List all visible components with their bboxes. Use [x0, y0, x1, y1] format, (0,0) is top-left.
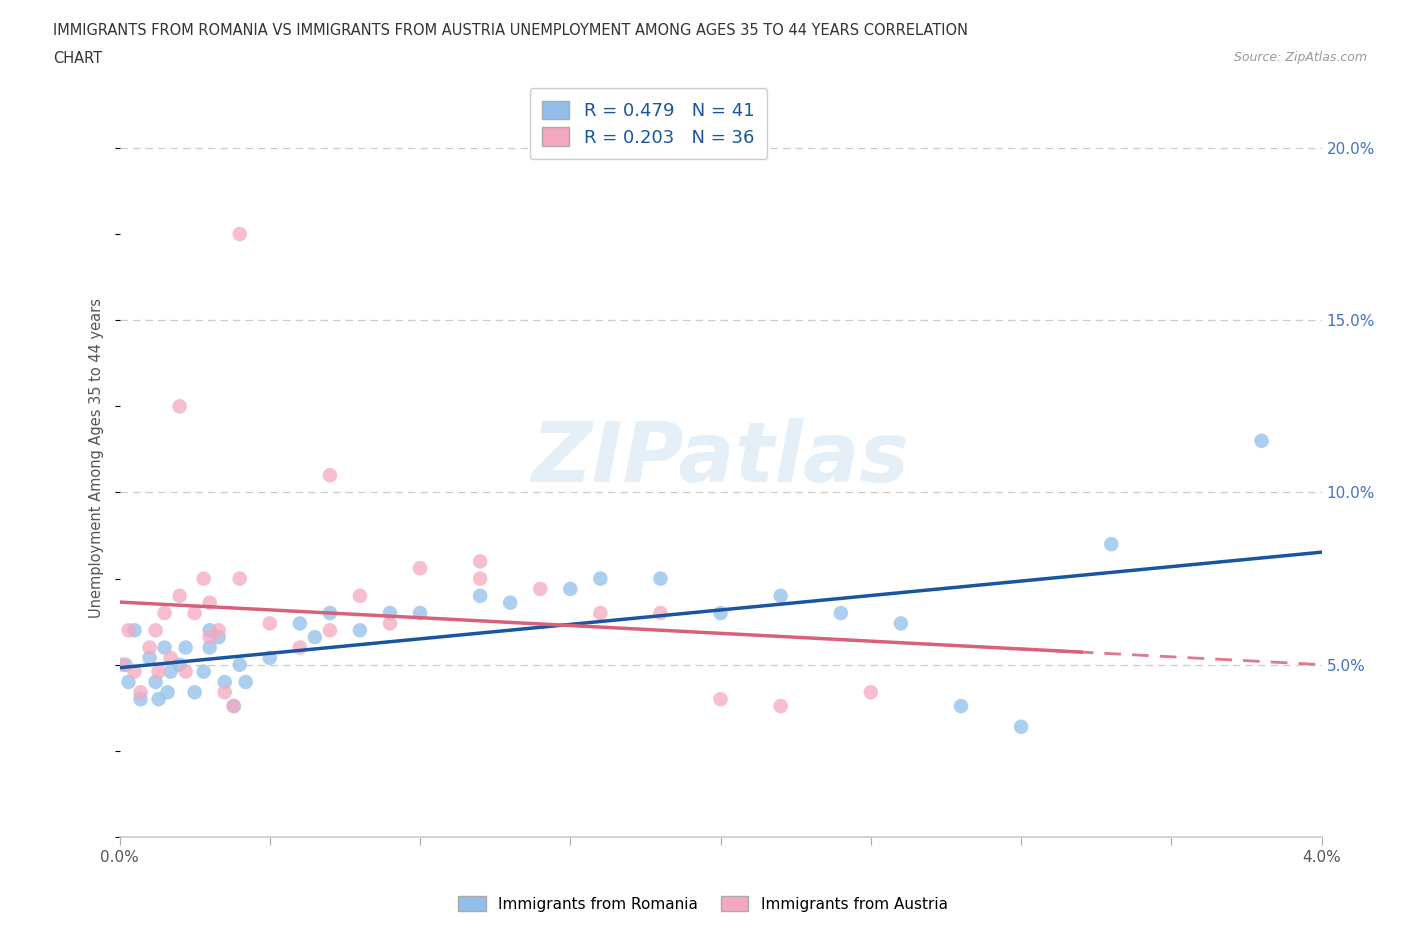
- Point: [378, 605, 401, 620]
- Point: [228, 227, 252, 242]
- Point: [319, 468, 342, 483]
- Point: [129, 692, 152, 707]
- Point: [174, 640, 197, 655]
- Point: [138, 650, 160, 665]
- Point: [198, 623, 221, 638]
- Point: [349, 589, 371, 604]
- Point: [890, 616, 912, 631]
- Point: [859, 684, 882, 699]
- Point: [208, 630, 231, 644]
- Point: [650, 605, 672, 620]
- Point: [319, 623, 342, 638]
- Point: [830, 605, 852, 620]
- Point: [222, 698, 245, 713]
- Point: [222, 698, 245, 713]
- Point: [124, 664, 146, 679]
- Point: [259, 650, 281, 665]
- Point: [378, 616, 401, 631]
- Point: [153, 640, 176, 655]
- Point: [1010, 719, 1032, 734]
- Point: [235, 674, 257, 689]
- Point: [193, 571, 215, 586]
- Point: [145, 623, 167, 638]
- Text: Source: ZipAtlas.com: Source: ZipAtlas.com: [1233, 51, 1367, 64]
- Point: [124, 623, 146, 638]
- Point: [589, 571, 612, 586]
- Text: CHART: CHART: [53, 51, 103, 66]
- Point: [709, 605, 731, 620]
- Point: [183, 684, 205, 699]
- Point: [114, 658, 136, 672]
- Point: [709, 692, 731, 707]
- Point: [1250, 433, 1272, 448]
- Point: [208, 623, 231, 638]
- Point: [259, 616, 281, 631]
- Point: [560, 581, 582, 596]
- Point: [156, 684, 179, 699]
- Point: [148, 692, 170, 707]
- Point: [468, 589, 492, 604]
- Point: [159, 664, 181, 679]
- Point: [949, 698, 972, 713]
- Point: [169, 589, 191, 604]
- Point: [159, 650, 181, 665]
- Point: [111, 658, 134, 672]
- Point: [138, 640, 160, 655]
- Legend: R = 0.479   N = 41, R = 0.203   N = 36: R = 0.479 N = 41, R = 0.203 N = 36: [530, 88, 768, 159]
- Point: [148, 664, 170, 679]
- Y-axis label: Unemployment Among Ages 35 to 44 years: Unemployment Among Ages 35 to 44 years: [89, 298, 104, 618]
- Point: [145, 674, 167, 689]
- Point: [499, 595, 522, 610]
- Point: [214, 674, 236, 689]
- Point: [304, 630, 326, 644]
- Point: [349, 623, 371, 638]
- Point: [769, 698, 792, 713]
- Point: [1099, 537, 1122, 551]
- Point: [153, 605, 176, 620]
- Legend: Immigrants from Romania, Immigrants from Austria: Immigrants from Romania, Immigrants from…: [453, 889, 953, 918]
- Point: [214, 684, 236, 699]
- Point: [468, 554, 492, 569]
- Point: [117, 623, 139, 638]
- Point: [468, 571, 492, 586]
- Point: [769, 589, 792, 604]
- Point: [650, 571, 672, 586]
- Point: [198, 595, 221, 610]
- Point: [409, 561, 432, 576]
- Point: [409, 605, 432, 620]
- Point: [117, 674, 139, 689]
- Text: IMMIGRANTS FROM ROMANIA VS IMMIGRANTS FROM AUSTRIA UNEMPLOYMENT AMONG AGES 35 TO: IMMIGRANTS FROM ROMANIA VS IMMIGRANTS FR…: [53, 23, 969, 38]
- Point: [169, 399, 191, 414]
- Point: [228, 658, 252, 672]
- Point: [198, 630, 221, 644]
- Point: [129, 684, 152, 699]
- Point: [183, 605, 205, 620]
- Point: [169, 658, 191, 672]
- Point: [288, 616, 311, 631]
- Point: [198, 640, 221, 655]
- Point: [228, 571, 252, 586]
- Text: ZIPatlas: ZIPatlas: [531, 418, 910, 498]
- Point: [193, 664, 215, 679]
- Point: [529, 581, 551, 596]
- Point: [589, 605, 612, 620]
- Point: [319, 605, 342, 620]
- Point: [174, 664, 197, 679]
- Point: [288, 640, 311, 655]
